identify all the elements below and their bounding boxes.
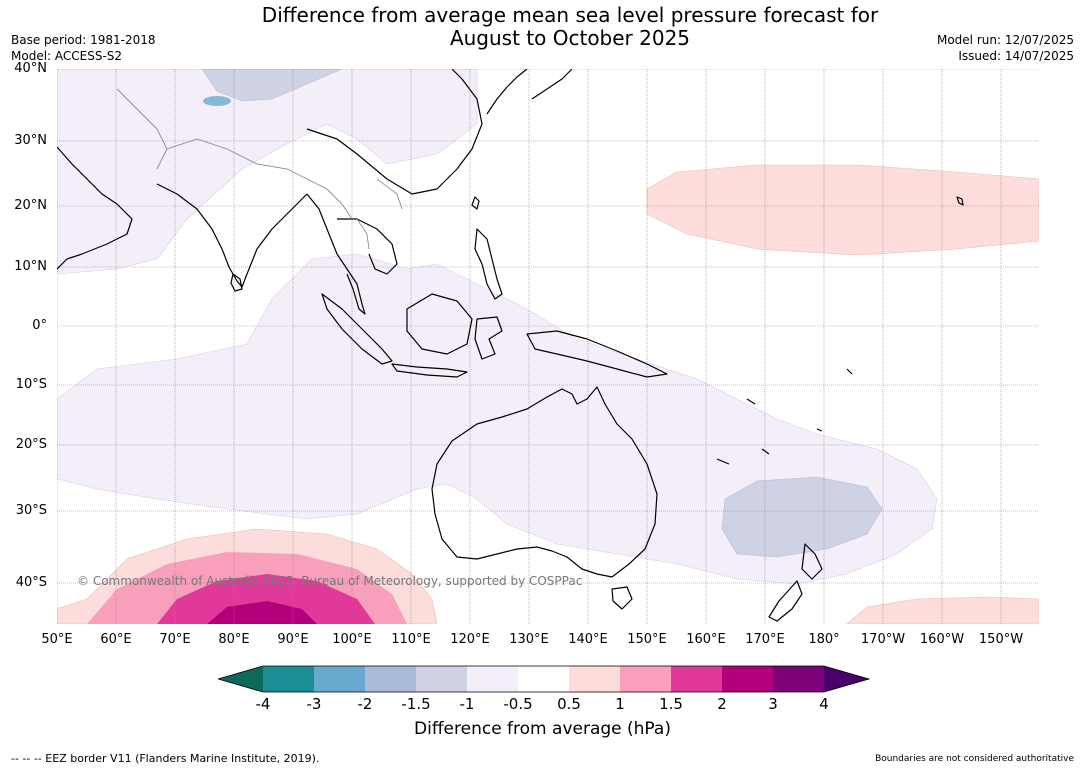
cbar-tick: -0.5	[503, 695, 533, 713]
cbar-tick: -3	[306, 695, 322, 713]
lon-label-180: 180°	[808, 632, 840, 647]
cbar-tick: 0.5	[557, 695, 581, 713]
colorbar	[218, 665, 870, 693]
issued-date: Issued: 14/07/2025	[958, 49, 1074, 63]
colorbar-bin-1.5-2	[671, 666, 722, 692]
lon-label-60e: 60°E	[100, 632, 132, 647]
lon-label-150w: 150°W	[978, 632, 1024, 647]
meta-left: Base period: 1981-2018 Model: ACCESS-S2	[11, 32, 156, 64]
eez-footnote: -- -- -- EEZ border V11 (Flanders Marine…	[11, 752, 320, 765]
cbar-tick: 3	[768, 695, 778, 713]
lat-label-20n: 20°N	[14, 198, 47, 213]
lon-label-120e: 120°E	[450, 632, 490, 647]
anomaly-band-neg-1	[201, 69, 883, 558]
lat-label-40s: 40°S	[15, 575, 47, 590]
lon-label-160e: 160°E	[686, 632, 726, 647]
lat-label-30n: 30°N	[14, 133, 47, 148]
anomaly-band-pos-2	[207, 601, 317, 624]
lon-label-130e: 130°E	[509, 632, 549, 647]
meta-right: Model run: 12/07/2025 Issued: 14/07/2025	[937, 32, 1074, 64]
lon-label-160w: 160°W	[919, 632, 965, 647]
gridlines	[57, 69, 1039, 624]
lon-label-110e: 110°E	[391, 632, 431, 647]
cbar-tick: 4	[819, 695, 829, 713]
map-title: Difference from average mean sea level p…	[200, 4, 940, 50]
lon-label-100e: 100°E	[332, 632, 372, 647]
lat-label-10n: 10°N	[14, 259, 47, 274]
lon-label-140e: 140°E	[568, 632, 608, 647]
lat-label-40n: 40°N	[14, 61, 47, 76]
lat-label-10s: 10°S	[15, 377, 47, 392]
cbar-tick: 1.5	[659, 695, 683, 713]
colorbar-bin-neg0.5-0.5	[518, 666, 569, 692]
colorbar-bin-neg1-neg0.5	[467, 666, 518, 692]
lon-label-80e: 80°E	[218, 632, 250, 647]
lon-label-170e: 170°E	[745, 632, 785, 647]
cbar-tick: -1.5	[401, 695, 431, 713]
lat-label-30s: 30°S	[15, 503, 47, 518]
title-line-2: August to October 2025	[449, 26, 691, 50]
lat-label-0: 0°	[32, 318, 47, 333]
anomaly-band-pos-1.5	[157, 574, 375, 624]
cbar-tick: -4	[255, 695, 271, 713]
colorbar-arrow-low	[218, 666, 263, 692]
lon-label-150e: 150°E	[627, 632, 667, 647]
colorbar-bin-neg1.5-neg1	[416, 666, 467, 692]
lon-label-90e: 90°E	[277, 632, 309, 647]
lon-label-70e: 70°E	[159, 632, 191, 647]
model-name: Model: ACCESS-S2	[11, 49, 123, 63]
anomaly-patch-neg-3	[203, 96, 231, 106]
title-line-1: Difference from average mean sea level p…	[261, 3, 879, 27]
colorbar-bin-3-4	[773, 666, 824, 692]
cbar-tick: -1	[459, 695, 475, 713]
cbar-tick: 2	[717, 695, 727, 713]
cbar-tick: 1	[615, 695, 625, 713]
country-borders	[116, 88, 403, 250]
base-period: Base period: 1981-2018	[11, 33, 156, 47]
pressure-anomaly-map: © Commonwealth of Australia 2025, Bureau…	[57, 69, 1039, 624]
colorbar-bin-neg4-neg3	[263, 666, 314, 692]
lon-label-50e: 50°E	[41, 632, 73, 647]
colorbar-bin-2-3	[722, 666, 773, 692]
colorbar-bin-neg2-neg1.5	[365, 666, 416, 692]
colorbar-bin-neg3-neg2	[314, 666, 365, 692]
colorbar-bin-1-1.5	[620, 666, 671, 692]
colorbar-arrow-high	[824, 666, 869, 692]
boundary-disclaimer: Boundaries are not considered authoritat…	[875, 754, 1074, 764]
lat-label-20s: 20°S	[15, 437, 47, 452]
lon-label-170w: 170°W	[860, 632, 906, 647]
cbar-tick: -2	[357, 695, 373, 713]
model-run: Model run: 12/07/2025	[936, 33, 1074, 47]
colorbar-title: Difference from average (hPa)	[414, 719, 671, 739]
coastlines	[57, 69, 964, 622]
colorbar-bin-0.5-1	[569, 666, 620, 692]
copyright-notice: © Commonwealth of Australia 2025, Bureau…	[77, 574, 582, 588]
